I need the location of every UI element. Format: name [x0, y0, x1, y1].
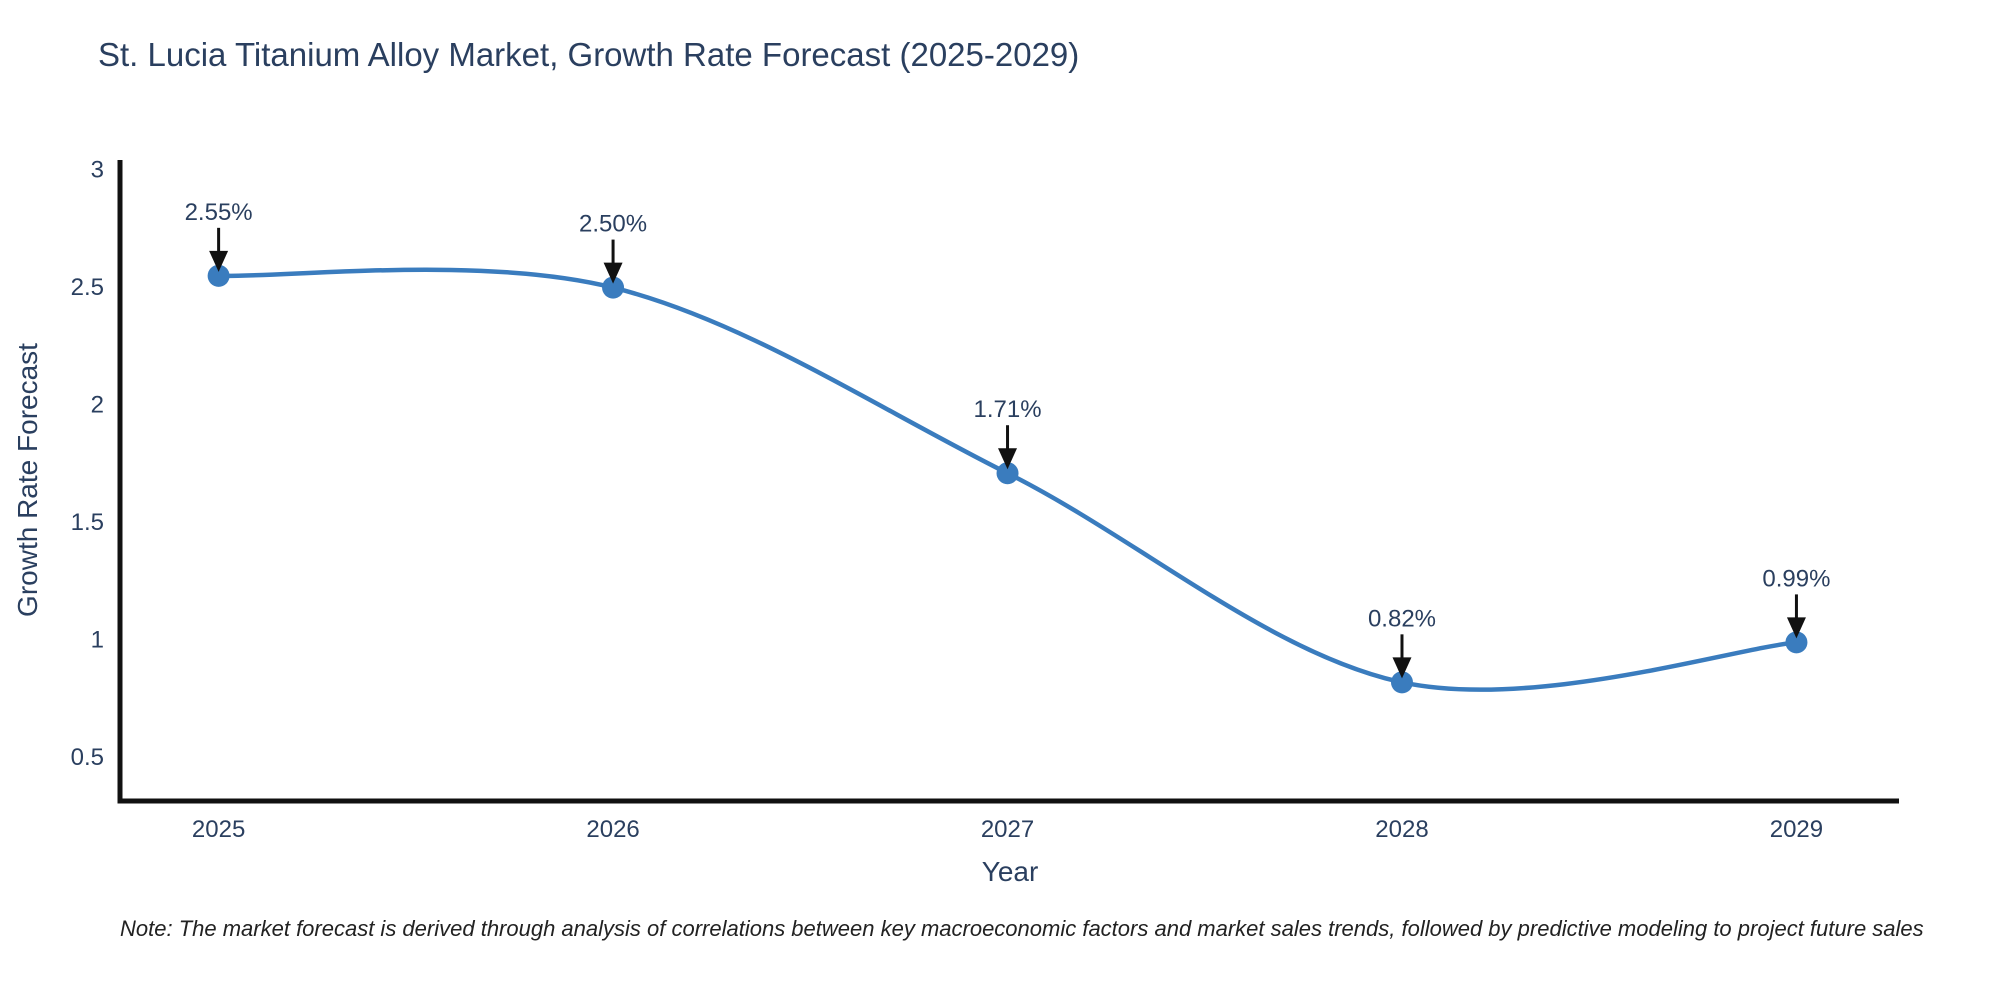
x-tick-label: 2026	[586, 816, 639, 843]
y-tick-label: 3	[91, 157, 104, 184]
annotation-arrowhead	[1392, 657, 1412, 679]
chart-title: St. Lucia Titanium Alloy Market, Growth …	[98, 36, 1080, 73]
annotation-label: 2.55%	[185, 199, 253, 226]
annotation-label: 2.50%	[579, 211, 647, 238]
data-point-marker[interactable]	[1785, 631, 1808, 654]
annotation-arrowhead	[1786, 617, 1806, 639]
x-tick-label: 2025	[192, 816, 245, 843]
x-tick-label: 2029	[1770, 816, 1823, 843]
y-tick-label: 1	[91, 627, 104, 654]
data-point-marker[interactable]	[1390, 671, 1413, 694]
annotation-label: 0.99%	[1762, 565, 1830, 592]
annotation-label: 1.71%	[973, 396, 1041, 423]
y-tick-label: 1.5	[71, 509, 104, 536]
y-tick-label: 2	[91, 392, 104, 419]
data-point-marker[interactable]	[207, 264, 230, 287]
x-tick-label: 2027	[981, 816, 1034, 843]
x-axis-title: Year	[981, 856, 1039, 887]
y-tick-label: 2.5	[71, 274, 104, 301]
annotation-label: 0.82%	[1368, 605, 1436, 632]
annotation-arrowhead	[209, 250, 229, 272]
note-text: Note: The market forecast is derived thr…	[120, 916, 1924, 941]
annotation-arrowhead	[998, 448, 1018, 470]
data-point-marker[interactable]	[602, 276, 625, 299]
y-tick-label: 0.5	[71, 744, 104, 771]
axis-lines	[117, 160, 1899, 804]
data-point-marker[interactable]	[996, 462, 1019, 485]
x-tick-label: 2028	[1375, 816, 1428, 843]
annotation-arrowhead	[603, 262, 623, 284]
